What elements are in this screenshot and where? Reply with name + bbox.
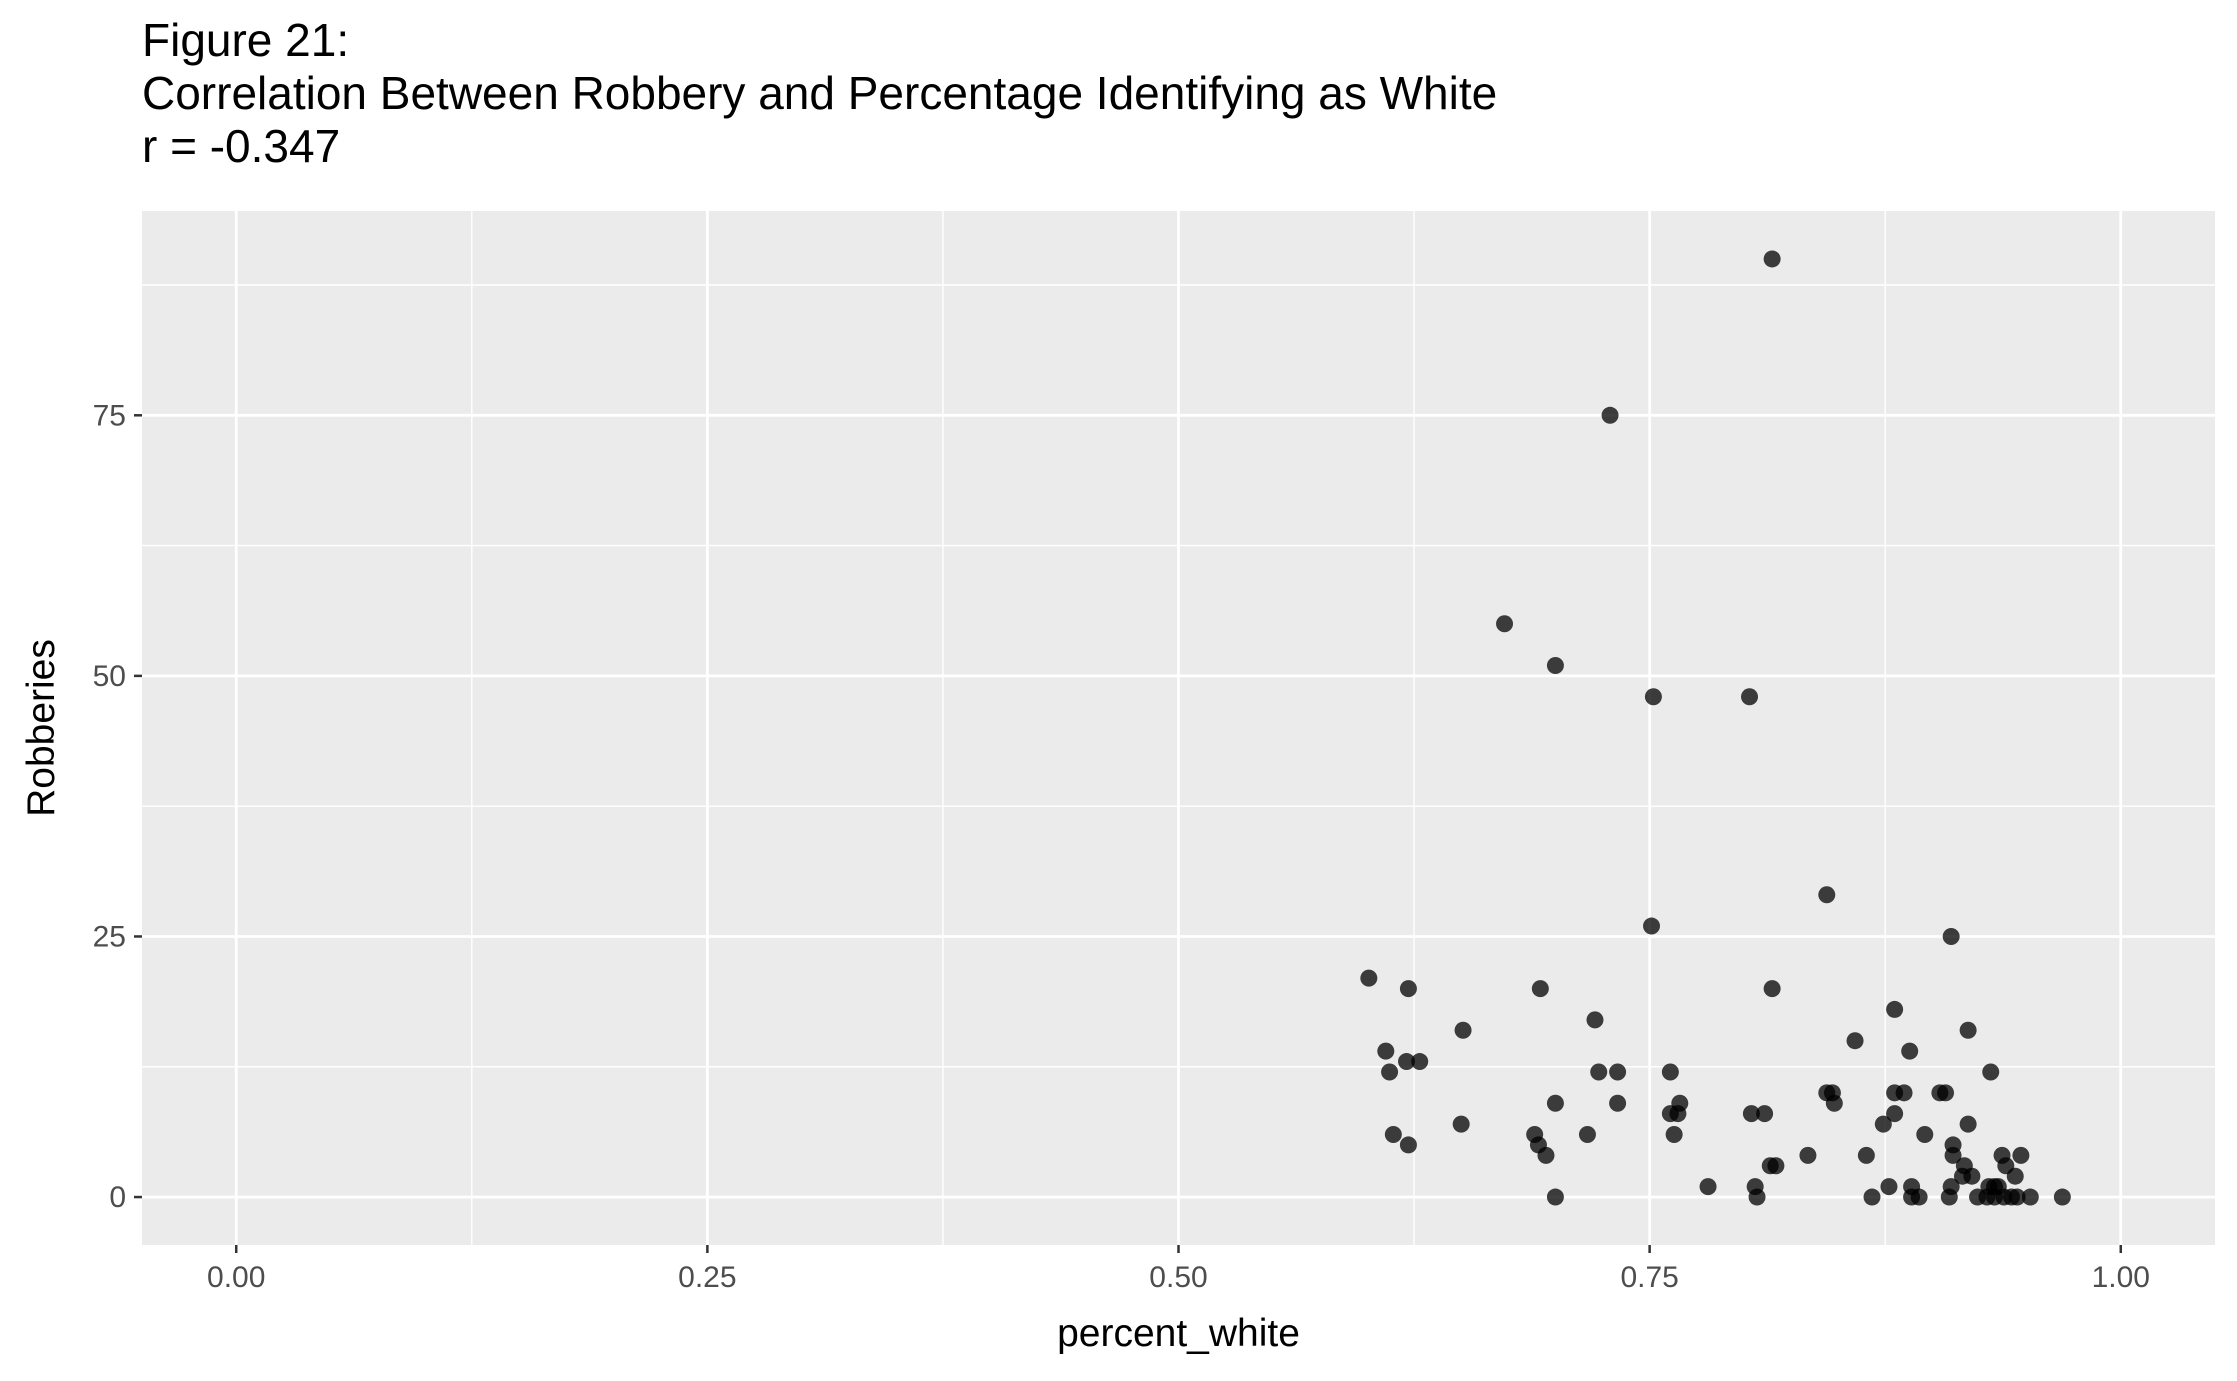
y-tick-label: 25 (93, 920, 126, 953)
data-point (1531, 980, 1549, 998)
y-tick-label: 75 (93, 399, 126, 432)
data-point (1454, 1021, 1472, 1039)
data-point (1940, 1188, 1958, 1206)
data-point (1601, 406, 1619, 424)
data-point (1818, 886, 1836, 904)
data-point (1982, 1063, 2000, 1081)
data-point (1399, 980, 1417, 998)
y-axis-title: Robberies (20, 639, 63, 817)
data-point (1959, 1115, 1977, 1133)
data-point (1609, 1094, 1627, 1112)
data-point (1910, 1188, 1928, 1206)
data-point (1381, 1063, 1399, 1081)
y-tick-label: 50 (93, 660, 126, 693)
y-tick-label: 0 (109, 1181, 126, 1214)
x-axis: 0.00 0.25 0.50 0.75 1.00 (207, 1245, 2150, 1294)
data-point (1863, 1188, 1881, 1206)
data-point (1644, 688, 1662, 706)
x-axis-title: percent_white (1057, 1312, 1300, 1355)
data-point (1411, 1053, 1429, 1071)
chart-correlation-caption: r = -0.347 (142, 120, 341, 172)
data-point (1643, 917, 1661, 935)
data-point (1763, 250, 1781, 268)
data-point (2021, 1188, 2039, 1206)
data-point (1669, 1105, 1687, 1123)
data-point (1496, 615, 1514, 633)
data-point (1942, 927, 1960, 945)
data-point (1537, 1146, 1555, 1164)
chart-subtitle: Correlation Between Robbery and Percenta… (142, 67, 1498, 119)
chart-title-block: Figure 21: Correlation Between Robbery a… (142, 14, 1497, 173)
data-point (1546, 656, 1564, 674)
data-point (1661, 1063, 1679, 1081)
data-point (1590, 1063, 1608, 1081)
major-gridlines (142, 211, 2215, 1245)
data-point (1742, 1105, 1760, 1123)
data-point (1399, 1136, 1417, 1154)
data-point (1846, 1032, 1864, 1050)
data-point (1895, 1084, 1913, 1102)
data-point (1937, 1084, 1955, 1102)
data-point (1959, 1021, 1977, 1039)
y-axis: 0 25 50 75 (93, 399, 142, 1214)
data-point (1953, 1167, 1971, 1185)
data-point (2012, 1146, 2030, 1164)
x-tick-label: 0.75 (1620, 1261, 1678, 1294)
x-tick-label: 0.00 (207, 1261, 265, 1294)
x-tick-label: 0.25 (678, 1261, 736, 1294)
data-point (1857, 1146, 1875, 1164)
x-tick-label: 1.00 (2092, 1261, 2150, 1294)
data-point (1886, 1105, 1904, 1123)
x-tick-label: 0.50 (1149, 1261, 1207, 1294)
data-point (1586, 1011, 1604, 1029)
data-point (1944, 1146, 1962, 1164)
data-point (1699, 1178, 1717, 1196)
data-point (1452, 1115, 1470, 1133)
data-point (1546, 1188, 1564, 1206)
data-point (1741, 688, 1759, 706)
data-point (1377, 1042, 1395, 1060)
data-point (1384, 1126, 1402, 1144)
data-point (1609, 1063, 1627, 1081)
data-point (1916, 1126, 1934, 1144)
data-point (1825, 1094, 1843, 1112)
data-point (1748, 1188, 1766, 1206)
data-point (1398, 1053, 1416, 1071)
data-point (1546, 1094, 1564, 1112)
data-point (1767, 1157, 1785, 1175)
data-point (1886, 1000, 1904, 1018)
data-point (1880, 1178, 1898, 1196)
data-point (2006, 1167, 2024, 1185)
data-point (1763, 980, 1781, 998)
data-point (1578, 1126, 1596, 1144)
data-point (1360, 969, 1378, 987)
data-point (2008, 1188, 2026, 1206)
data-point (1665, 1126, 1683, 1144)
data-point (1799, 1146, 1817, 1164)
data-points (1360, 250, 2071, 1206)
data-point (1874, 1115, 1892, 1133)
chart-title: Figure 21: (142, 14, 350, 66)
data-point (1756, 1105, 1774, 1123)
data-point (1901, 1042, 1919, 1060)
data-point (2053, 1188, 2071, 1206)
